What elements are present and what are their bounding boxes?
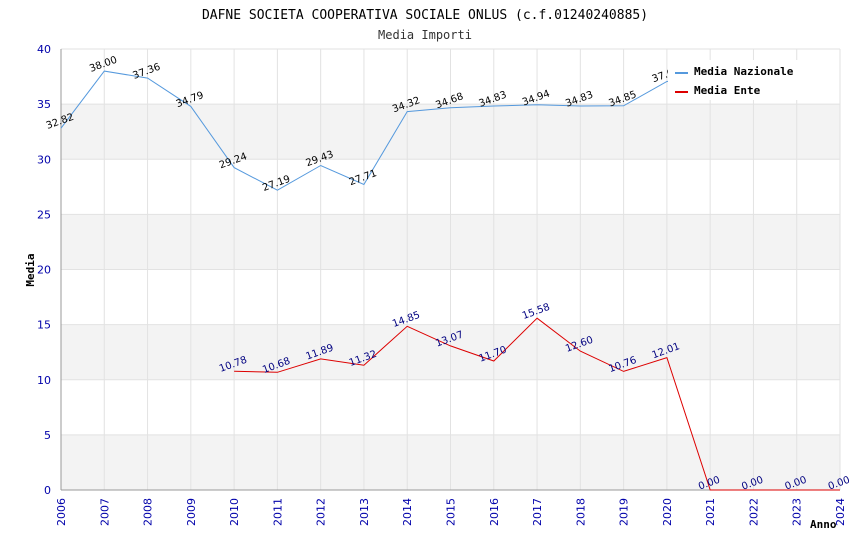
series-line-ente [234,317,840,491]
y-tick-label: 5 [44,429,51,442]
y-tick-label: 15 [37,319,51,332]
x-tick-label: 2010 [228,498,241,526]
series-line-nazionale [60,70,711,191]
x-tick-label: 2020 [661,498,674,526]
y-tick-label: 40 [37,43,51,56]
x-tick-label: 2008 [142,498,155,526]
x-tick-label: 2012 [315,498,328,526]
y-tick-label: 30 [37,153,51,166]
x-tick-label: 2006 [55,498,68,526]
x-tick-label: 2017 [531,498,544,526]
x-tick-label: 2023 [791,498,804,526]
legend-label-ente: Media Ente [694,84,761,97]
legend: Media Nazionale Media Ente [668,60,810,100]
y-axis-label: Media [24,253,37,286]
series-lines [60,70,840,491]
y-tick-label: 20 [37,264,51,277]
x-tick-label: 2019 [618,498,631,526]
x-tick-labels: 2006 2007 2008 2009 2010 2011 2012 2013 2014 2015… [55,498,847,526]
chart-subtitle: Media Importi [378,28,472,42]
x-tick-label: 2014 [401,498,414,526]
x-tick-label: 2011 [271,498,284,526]
x-tick-label: 2018 [574,498,587,526]
data-label: 27.19 [261,174,292,194]
y-tick-label: 25 [37,208,51,221]
data-label: 37.36 [131,62,162,82]
chart-title: DAFNE SOCIETA COOPERATIVA SOCIALE ONLUS … [202,8,648,23]
x-tick-label: 2021 [704,498,717,526]
y-tick-label: 10 [37,374,51,387]
x-tick-label: 2016 [488,498,501,526]
legend-label-nazionale: Media Nazionale [694,65,794,78]
x-tick-label: 2022 [747,498,760,526]
legend-box [668,60,810,100]
y-tick-labels: 0 5 10 15 20 25 30 35 40 [37,43,51,497]
x-tick-label: 2024 [834,498,847,526]
y-tick-label: 35 [37,98,51,111]
y-tick-label: 0 [44,484,51,497]
x-tick-label: 2013 [358,498,371,526]
data-label: 27.71 [348,168,379,188]
x-axis-label: Anno [810,518,837,531]
x-tick-label: 2015 [445,498,458,526]
x-tick-label: 2007 [98,498,111,526]
x-tick-label: 2009 [185,498,198,526]
